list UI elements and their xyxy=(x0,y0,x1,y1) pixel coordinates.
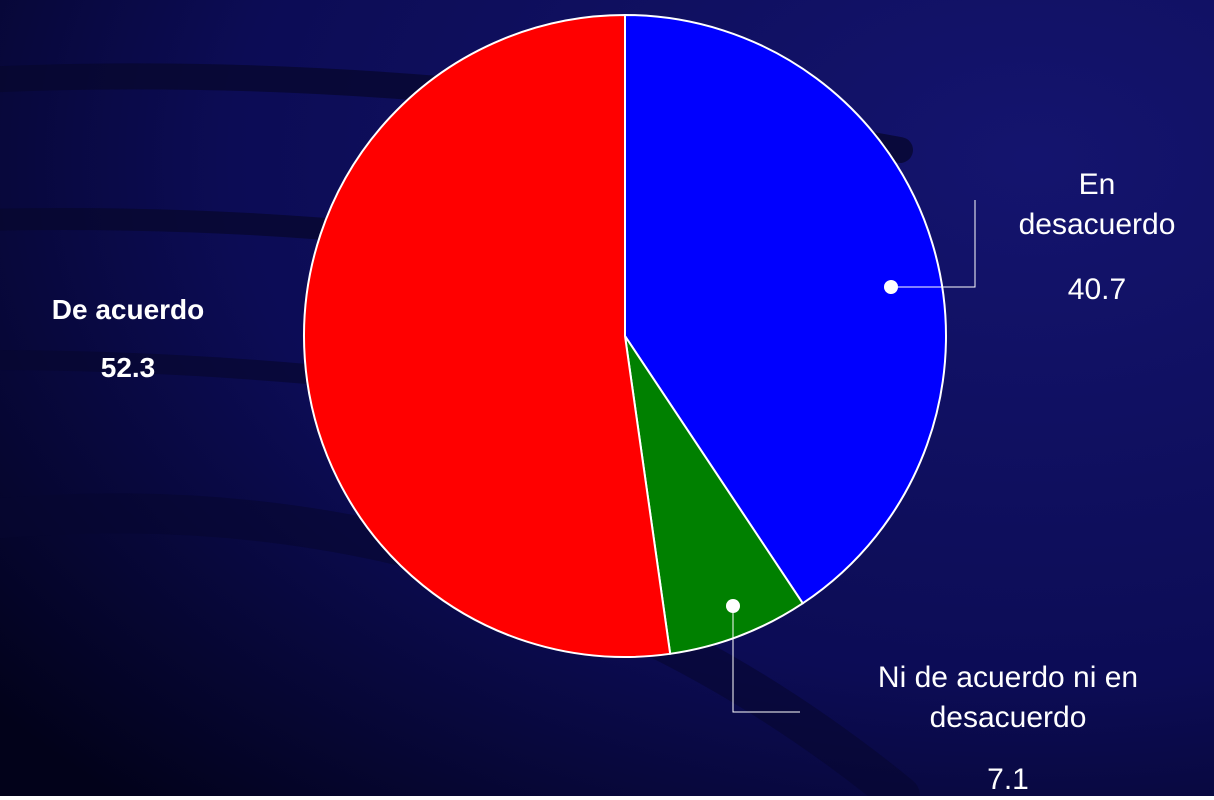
value-label: 52.3 xyxy=(100,352,156,383)
slice-label: En desacuerdo xyxy=(1018,168,1176,241)
value-label: 7.1 xyxy=(987,763,1029,796)
pie-slice xyxy=(624,335,805,655)
leader-lines xyxy=(732,200,976,713)
leader-dot xyxy=(726,599,740,613)
leader-dot xyxy=(884,280,898,294)
pie-slice xyxy=(303,13,672,658)
slice-label: De acuerdo xyxy=(51,294,205,325)
slice-label: Ni de acuerdo ni en desacuerdo xyxy=(877,661,1139,734)
value-label: 40.7 xyxy=(1067,273,1127,306)
